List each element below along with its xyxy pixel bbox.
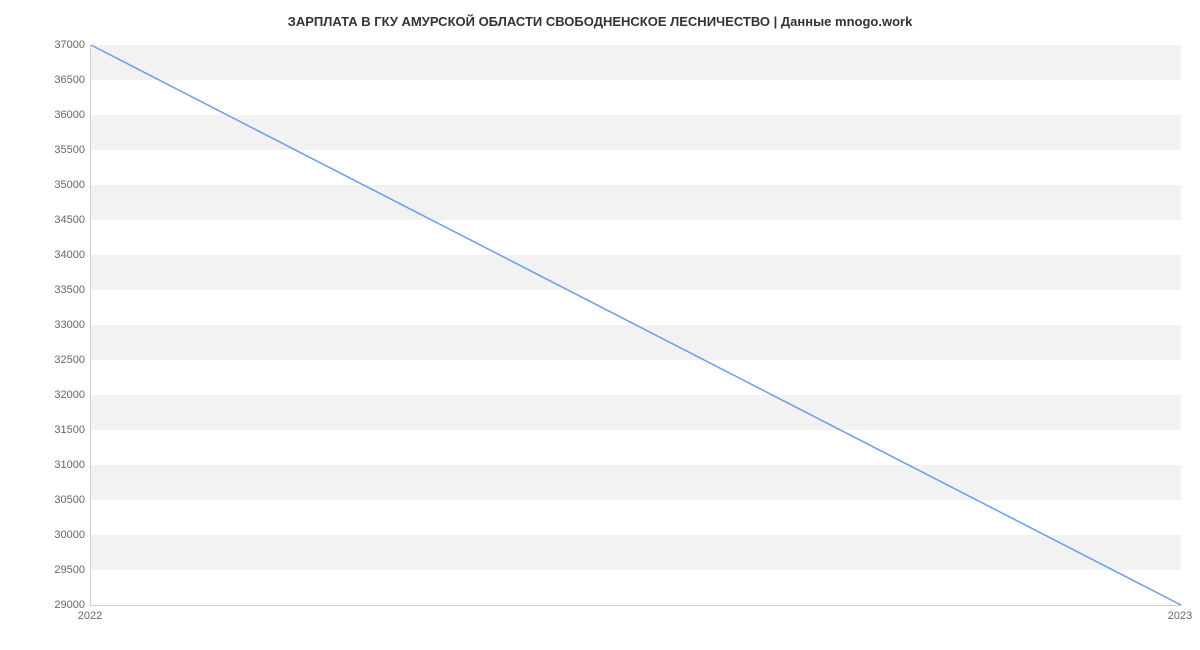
y-tick-label: 31000 — [25, 459, 85, 471]
y-tick-label: 33000 — [25, 319, 85, 331]
x-tick-label: 2023 — [1168, 610, 1192, 622]
x-tick-label: 2022 — [78, 610, 102, 622]
y-tick-label: 33500 — [25, 284, 85, 296]
y-tick-label: 36000 — [25, 109, 85, 121]
y-tick-label: 31500 — [25, 424, 85, 436]
series-line — [91, 45, 1181, 605]
y-tick-label: 32000 — [25, 389, 85, 401]
plot-area — [90, 45, 1181, 606]
y-tick-label: 29000 — [25, 599, 85, 611]
chart-title: ЗАРПЛАТА В ГКУ АМУРСКОЙ ОБЛАСТИ СВОБОДНЕ… — [0, 0, 1200, 29]
line-series — [91, 45, 1181, 605]
y-tick-label: 35500 — [25, 144, 85, 156]
y-tick-label: 37000 — [25, 39, 85, 51]
y-tick-label: 32500 — [25, 354, 85, 366]
y-tick-label: 30000 — [25, 529, 85, 541]
y-tick-label: 29500 — [25, 564, 85, 576]
y-tick-label: 36500 — [25, 74, 85, 86]
y-tick-label: 35000 — [25, 179, 85, 191]
y-tick-label: 30500 — [25, 494, 85, 506]
y-tick-label: 34500 — [25, 214, 85, 226]
y-tick-label: 34000 — [25, 249, 85, 261]
